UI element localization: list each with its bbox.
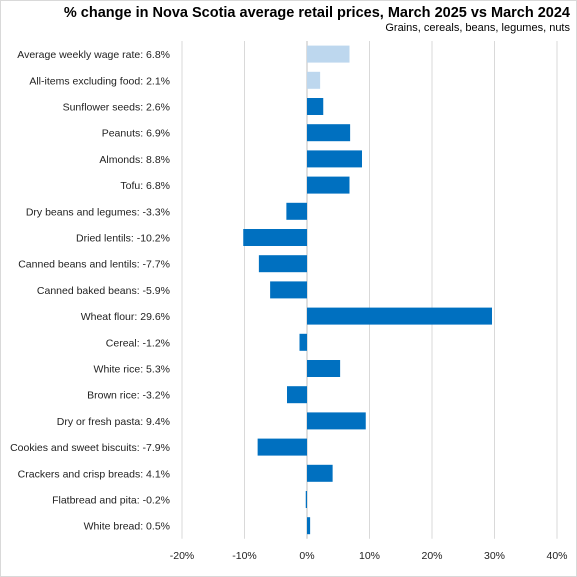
x-tick-label: 40% — [546, 550, 567, 562]
category-label: Crackers and crisp breads: 4.1% — [18, 468, 170, 480]
category-label: Brown rice: -3.2% — [87, 390, 170, 402]
category-label: Peanuts: 6.9% — [102, 128, 170, 140]
category-label: Wheat flour: 29.6% — [81, 311, 170, 323]
x-tick-label: 30% — [484, 550, 505, 562]
x-tick-label: -10% — [232, 550, 257, 562]
category-label: All-items excluding food: 2.1% — [29, 75, 170, 87]
category-labels: Average weekly wage rate: 6.8% All-items … — [10, 49, 170, 533]
x-tick-label: 20% — [421, 550, 442, 562]
bar — [270, 281, 307, 299]
bar — [307, 307, 492, 325]
bars — [243, 45, 492, 535]
chart-title: % change in Nova Scotia average retail p… — [63, 5, 570, 21]
bar — [299, 333, 307, 351]
bar — [307, 98, 324, 115]
bar — [307, 176, 350, 194]
bar — [305, 491, 307, 508]
bar — [307, 412, 366, 430]
bar — [286, 202, 307, 220]
category-label: Almonds: 8.8% — [99, 154, 170, 166]
chart-subtitle: Grains, cereals, beans, legumes, nuts — [385, 22, 570, 34]
bar — [307, 360, 341, 377]
category-label: Tofu: 6.8% — [120, 180, 170, 192]
category-label: Canned beans and lentils: -7.7% — [18, 259, 170, 271]
category-label: White bread: 0.5% — [84, 521, 170, 533]
category-label: Dry or fresh pasta: 9.4% — [57, 416, 170, 428]
category-label: Dried lentils: -10.2% — [76, 233, 170, 245]
category-label: Canned baked beans: -5.9% — [37, 285, 170, 297]
x-tick-label: 0% — [299, 550, 314, 562]
gridlines — [181, 41, 558, 539]
category-label: Cereal: -1.2% — [106, 337, 170, 349]
x-tick-label: 10% — [359, 550, 380, 562]
category-label: Flatbread and pita: -0.2% — [52, 495, 170, 507]
category-label: Cookies and sweet biscuits: -7.9% — [10, 442, 170, 454]
bar — [307, 517, 311, 535]
bar — [287, 386, 307, 404]
bar — [257, 438, 307, 456]
x-tick-label: -20% — [170, 550, 195, 562]
category-label: Sunflower seeds: 2.6% — [63, 102, 170, 114]
bar — [243, 229, 307, 246]
category-label: Dry beans and legumes: -3.3% — [26, 206, 170, 218]
bar — [307, 150, 362, 168]
bar — [307, 124, 351, 142]
bar — [307, 71, 321, 89]
category-label: Average weekly wage rate: 6.8% — [17, 49, 170, 61]
bar — [307, 464, 333, 482]
bar — [258, 255, 307, 273]
bar — [307, 45, 350, 63]
category-label: White rice: 5.3% — [94, 364, 170, 376]
x-axis-ticks: -20% -10% 0% 10% 20% 30% 40% — [170, 550, 568, 562]
